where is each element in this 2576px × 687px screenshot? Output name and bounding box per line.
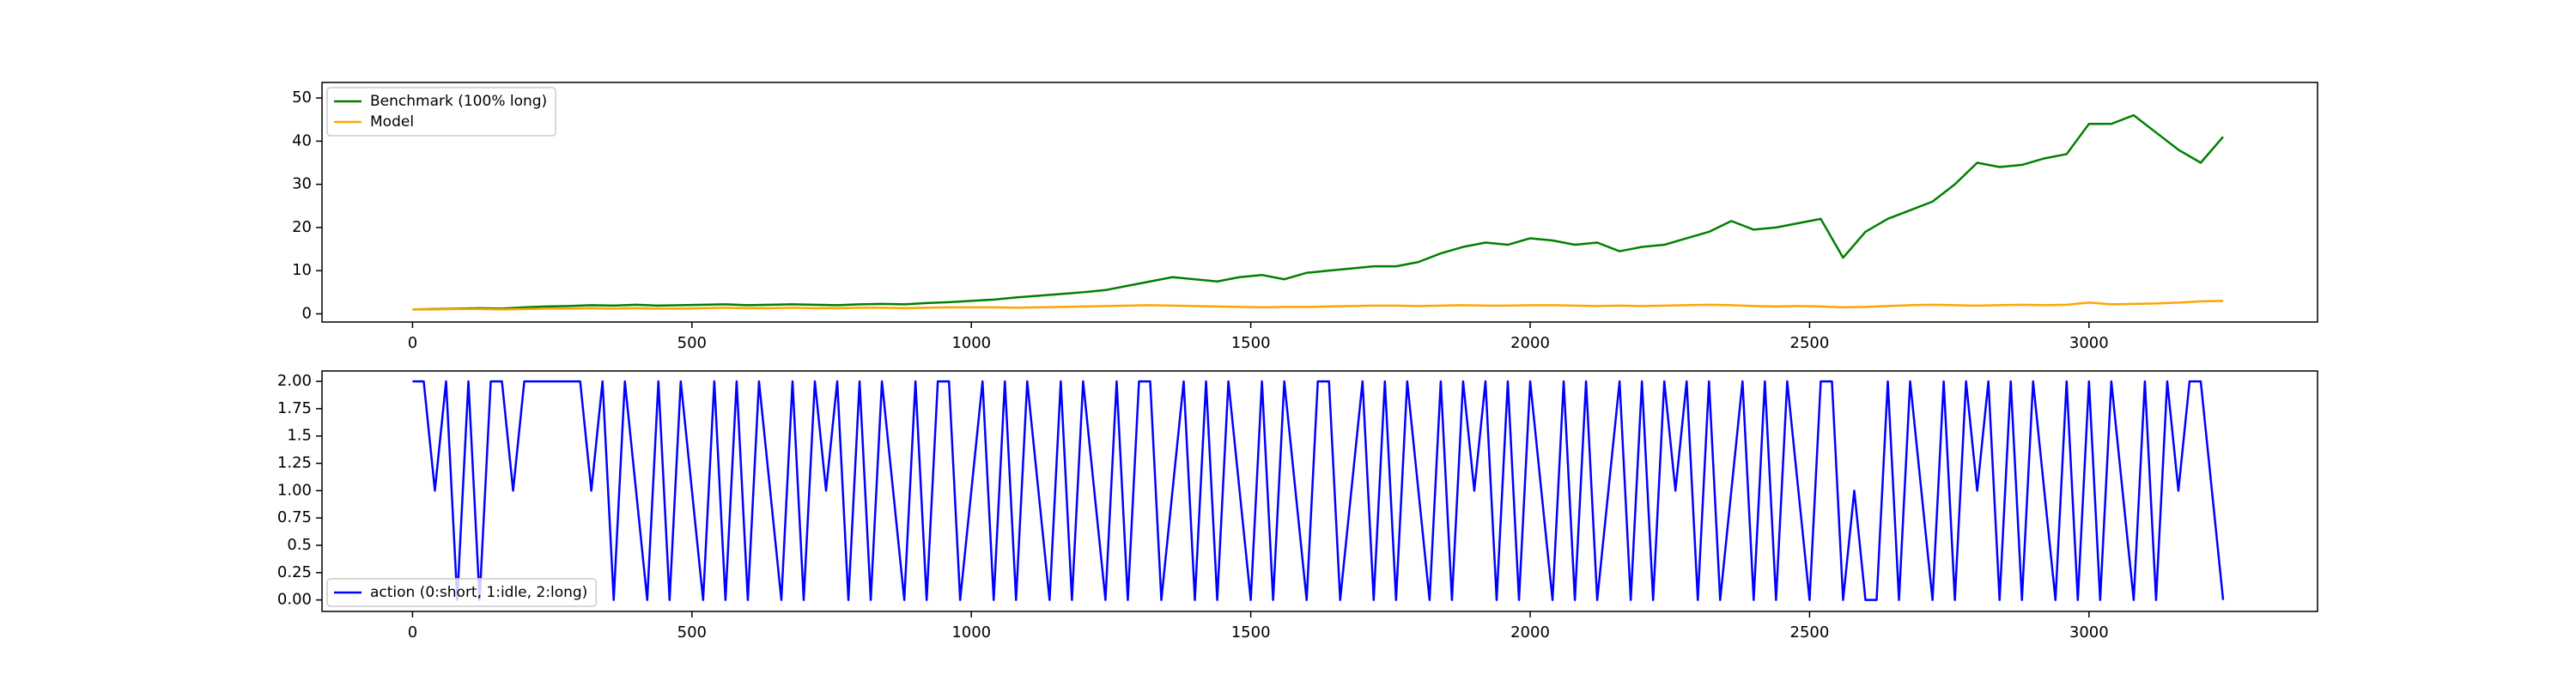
axes-frame [321,82,2318,323]
y-tick-label: 0.5 [287,536,312,554]
legend-label: Benchmark (100% long) [370,93,547,110]
axes: 0 500 1000 1500 2000 2500 3000 0.00 0.25 0.5 0.75 1… [277,370,2318,641]
x-tick-label: 0 [408,623,417,641]
series-line [412,113,2224,311]
series-line [412,380,2225,601]
y-tick-label: 2.00 [277,372,312,390]
x-tick-label: 1500 [1231,623,1271,641]
y-tick-label: 10 [292,261,312,279]
x-tick-label: 1000 [951,623,991,641]
y-tick-label: 40 [292,131,312,149]
y-tick-label: 1.75 [277,399,312,417]
series-line [412,300,2224,311]
legend: Benchmark (100% long) Model [326,87,556,137]
y-tick-label: 1.25 [277,454,312,472]
legend-label: Model [370,113,414,131]
x-tick-label: 3000 [2069,623,2109,641]
x-tick-label: 500 [677,334,707,352]
y-tick-label: 30 [292,175,312,193]
x-tick-label: 2000 [1510,623,1550,641]
x-tick-label: 500 [677,623,707,641]
y-tick-label: 50 [292,88,312,106]
y-tick-label: 0 [302,304,312,322]
legend-box [326,578,598,607]
axes-frame [321,370,2318,612]
legend: action (0:short, 1:idle, 2:long) [326,578,598,607]
y-tick-label: 0.75 [277,508,312,526]
y-tick-label: 0.25 [277,563,312,581]
axes: 0 500 1000 1500 2000 2500 3000 0 10 20 30 40 50 Bench… [292,82,2318,352]
y-tick-label: 1.5 [287,427,312,445]
legend-label: action (0:short, 1:idle, 2:long) [370,584,587,601]
y-tick-label: 20 [292,218,312,236]
legend-box [326,87,556,137]
x-tick-label: 2500 [1790,623,1830,641]
x-tick-label: 1000 [951,334,991,352]
y-tick-label: 0.00 [277,591,312,609]
x-tick-label: 2000 [1510,334,1550,352]
x-tick-label: 1500 [1231,334,1271,352]
x-tick-label: 3000 [2069,334,2109,352]
x-tick-label: 0 [408,334,417,352]
x-tick-label: 2500 [1790,334,1830,352]
y-tick-label: 1.00 [277,481,312,499]
